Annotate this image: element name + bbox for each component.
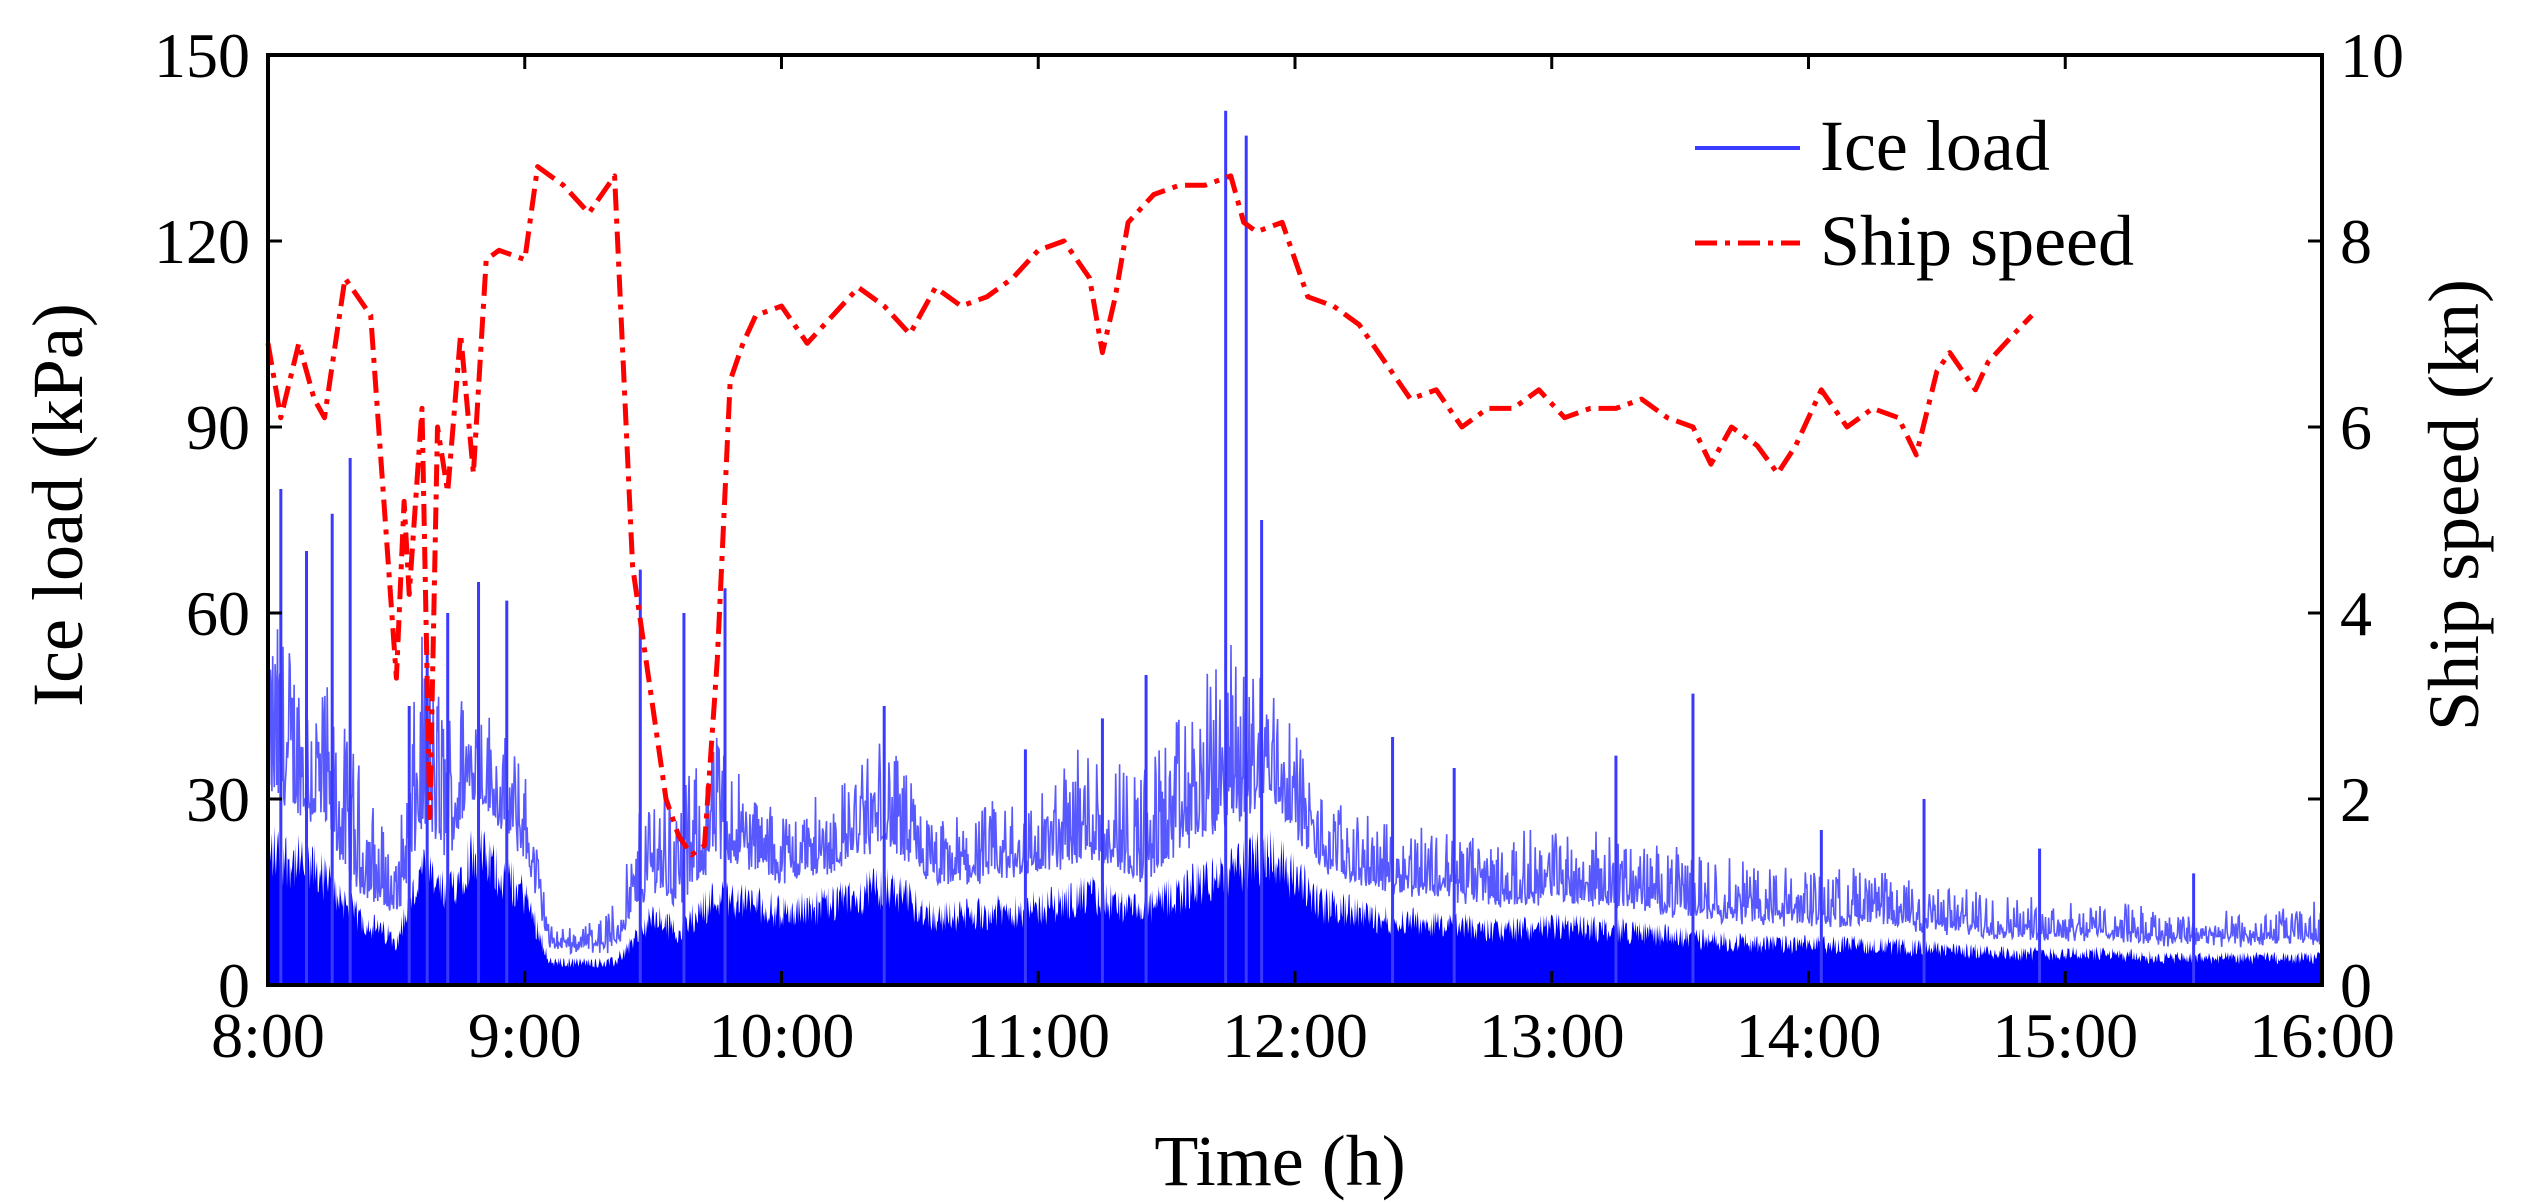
legend-label-ship-speed: Ship speed [1820,201,2134,281]
y-left-tick-label: 150 [154,20,250,91]
legend: Ice load Ship speed [1695,106,2134,281]
legend-label-ice-load: Ice load [1820,106,2050,186]
y-right-tick-label: 4 [2340,578,2372,649]
y-left-tick-label: 90 [186,392,250,463]
y-left-tick-label: 0 [218,950,250,1021]
x-tick-label: 16:00 [2249,1000,2395,1071]
y-right-tick-label: 6 [2340,392,2372,463]
y-right-tick-label: 8 [2340,206,2372,277]
y-left-tick-label: 30 [186,764,250,835]
ice-load-series [267,110,2323,985]
x-tick-label: 9:00 [468,1000,582,1071]
y-axis-right-title: Ship speed (kn) [2414,279,2494,731]
x-axis-title: Time (h) [1154,1121,1405,1201]
plot-area [265,110,2323,985]
y-axis-left: 0 30 60 90 120 150 [154,20,282,1021]
x-axis: 8:00 9:00 10:00 11:00 12:00 13:00 14:00 15:00 16… [211,55,2395,1071]
y-right-tick-label: 0 [2340,950,2372,1021]
x-tick-label: 10:00 [709,1000,855,1071]
x-tick-label: 8:00 [211,1000,325,1071]
y-left-tick-label: 60 [186,578,250,649]
x-tick-label: 14:00 [1736,1000,1882,1071]
ship-speed-line [265,164,2034,858]
ice-load-area [268,826,2322,985]
ship-speed-series [265,164,2034,858]
x-tick-label: 12:00 [1222,1000,1368,1071]
y-left-tick-label: 120 [154,206,250,277]
x-tick-label: 11:00 [967,1000,1110,1071]
y-right-tick-label: 10 [2340,20,2404,91]
y-axis-right: 0 2 4 6 8 10 [2308,20,2404,1021]
y-right-tick-label: 2 [2340,764,2372,835]
y-axis-left-title: Ice load (kPa) [18,303,98,707]
x-tick-label: 15:00 [1992,1000,2138,1071]
ice-load-line [267,607,2323,956]
x-tick-label: 13:00 [1479,1000,1625,1071]
